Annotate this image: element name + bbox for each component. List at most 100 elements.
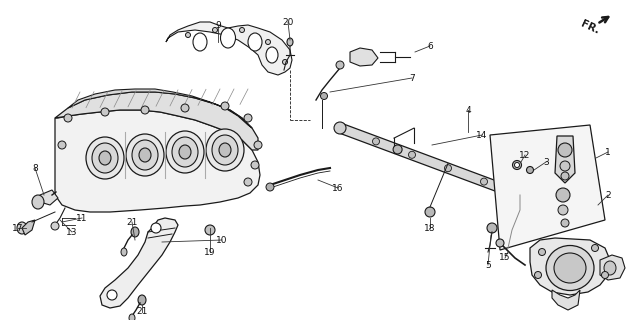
- Ellipse shape: [181, 104, 189, 112]
- Ellipse shape: [107, 290, 117, 300]
- Ellipse shape: [186, 33, 191, 37]
- Text: 8: 8: [32, 164, 38, 172]
- Ellipse shape: [58, 141, 66, 149]
- Ellipse shape: [561, 219, 569, 227]
- Ellipse shape: [141, 106, 149, 114]
- Ellipse shape: [444, 165, 452, 172]
- Text: 16: 16: [333, 183, 344, 193]
- Ellipse shape: [121, 248, 127, 256]
- Text: 11: 11: [76, 213, 88, 222]
- Polygon shape: [55, 92, 258, 150]
- Ellipse shape: [561, 172, 569, 180]
- Ellipse shape: [556, 188, 570, 202]
- Ellipse shape: [132, 140, 158, 170]
- Text: 9: 9: [215, 20, 221, 29]
- Ellipse shape: [604, 261, 616, 275]
- Ellipse shape: [17, 222, 27, 234]
- Text: 10: 10: [216, 236, 228, 244]
- Polygon shape: [166, 22, 292, 75]
- Ellipse shape: [244, 114, 252, 122]
- Text: 3: 3: [543, 157, 549, 166]
- Ellipse shape: [496, 239, 504, 247]
- Ellipse shape: [206, 129, 244, 171]
- Ellipse shape: [336, 61, 344, 69]
- Text: 21: 21: [126, 218, 138, 227]
- Text: 17: 17: [12, 223, 24, 233]
- Ellipse shape: [205, 225, 215, 235]
- Polygon shape: [22, 220, 35, 235]
- Text: 12: 12: [519, 150, 531, 159]
- Ellipse shape: [251, 161, 259, 169]
- Ellipse shape: [92, 143, 118, 173]
- Ellipse shape: [151, 223, 161, 233]
- Text: 7: 7: [409, 74, 415, 83]
- Text: 20: 20: [282, 18, 293, 27]
- Ellipse shape: [179, 145, 191, 159]
- Ellipse shape: [283, 60, 288, 65]
- Ellipse shape: [425, 207, 435, 217]
- Polygon shape: [600, 255, 625, 280]
- Text: 1: 1: [605, 148, 611, 156]
- Polygon shape: [55, 110, 260, 212]
- Text: FR.: FR.: [579, 18, 601, 36]
- Ellipse shape: [213, 28, 218, 33]
- Ellipse shape: [172, 137, 198, 167]
- Ellipse shape: [514, 163, 519, 167]
- Ellipse shape: [266, 47, 278, 63]
- Ellipse shape: [240, 28, 244, 33]
- Ellipse shape: [254, 141, 262, 149]
- Polygon shape: [68, 89, 252, 128]
- Ellipse shape: [266, 39, 271, 44]
- Ellipse shape: [554, 253, 586, 283]
- Ellipse shape: [99, 151, 111, 165]
- Ellipse shape: [287, 38, 293, 46]
- Ellipse shape: [220, 28, 235, 48]
- Ellipse shape: [334, 122, 346, 134]
- Ellipse shape: [393, 145, 402, 154]
- Ellipse shape: [64, 114, 72, 122]
- Ellipse shape: [538, 249, 546, 255]
- Ellipse shape: [321, 92, 327, 100]
- Text: 2: 2: [605, 190, 611, 199]
- Ellipse shape: [248, 33, 262, 51]
- Text: 6: 6: [427, 42, 433, 51]
- Ellipse shape: [601, 271, 608, 278]
- Ellipse shape: [126, 134, 164, 176]
- Ellipse shape: [515, 190, 525, 200]
- Ellipse shape: [408, 151, 415, 158]
- Ellipse shape: [487, 223, 497, 233]
- Ellipse shape: [193, 33, 207, 51]
- Ellipse shape: [219, 143, 231, 157]
- Ellipse shape: [244, 178, 252, 186]
- Ellipse shape: [558, 143, 572, 157]
- Ellipse shape: [266, 183, 274, 191]
- Ellipse shape: [558, 205, 568, 215]
- Polygon shape: [490, 125, 605, 250]
- Ellipse shape: [129, 314, 135, 320]
- Text: 19: 19: [204, 247, 216, 257]
- Text: 13: 13: [66, 228, 78, 236]
- Ellipse shape: [86, 137, 124, 179]
- Text: 15: 15: [499, 253, 510, 262]
- Ellipse shape: [139, 148, 151, 162]
- Ellipse shape: [131, 227, 139, 237]
- Text: 4: 4: [465, 106, 471, 115]
- Text: 21: 21: [136, 308, 148, 316]
- Ellipse shape: [212, 135, 238, 165]
- Ellipse shape: [166, 131, 204, 173]
- Polygon shape: [100, 218, 178, 308]
- Ellipse shape: [372, 138, 379, 145]
- Ellipse shape: [546, 245, 594, 291]
- Ellipse shape: [560, 161, 570, 171]
- Ellipse shape: [221, 102, 229, 110]
- Polygon shape: [552, 290, 580, 310]
- Ellipse shape: [512, 161, 521, 170]
- Ellipse shape: [591, 244, 598, 252]
- Ellipse shape: [480, 178, 488, 185]
- Ellipse shape: [138, 295, 146, 305]
- Ellipse shape: [32, 195, 44, 209]
- Text: 5: 5: [485, 260, 491, 269]
- Ellipse shape: [51, 222, 59, 230]
- Polygon shape: [40, 190, 58, 205]
- Polygon shape: [338, 123, 522, 200]
